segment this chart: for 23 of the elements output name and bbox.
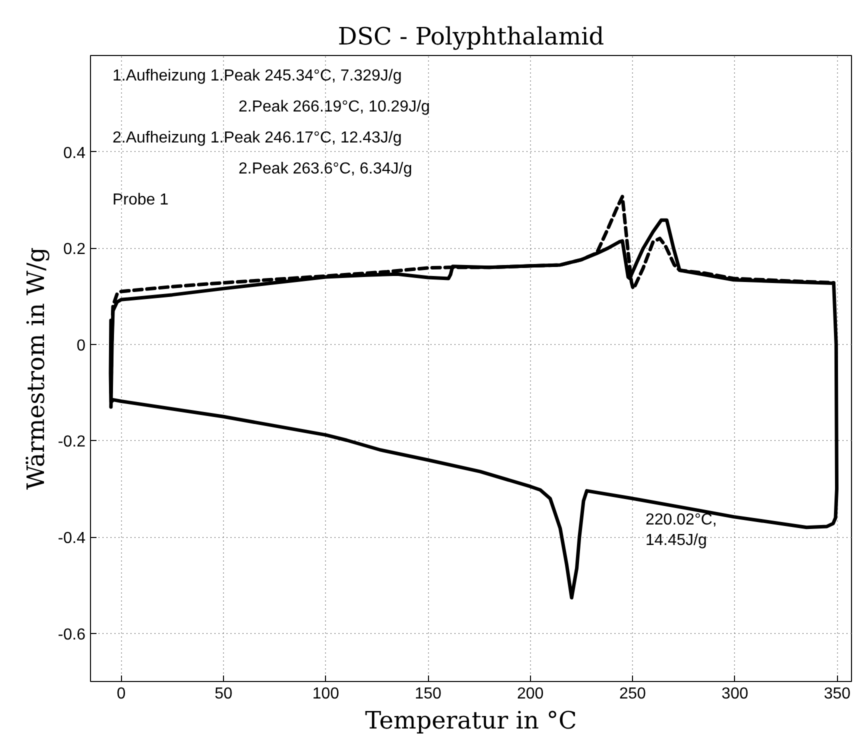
x-tick-label: 250 [619, 686, 646, 702]
x-tick-label: 50 [214, 686, 232, 702]
x-tick-label: 350 [824, 686, 851, 702]
x-tick-label: 200 [516, 686, 544, 702]
x-tick-label: 300 [722, 686, 748, 702]
chart-title: DSC - Polyphthalamid [338, 22, 604, 50]
x-tick-label: 0 [116, 686, 126, 702]
y-tick-label: -0.6 [58, 626, 86, 644]
annotation: 2.Aufheizung 1.Peak 246.17°C, 12.43J/g [112, 130, 402, 146]
annotation: 2.Peak 263.6°C, 6.34J/g [238, 160, 412, 178]
y-tick-label: 0.4 [63, 144, 86, 162]
annotation: 220.02°C, 14.45J/g [646, 512, 717, 549]
y-tick-label: 0 [76, 337, 86, 354]
x-axis-title: Temperatur in °C [365, 706, 577, 734]
annotation: 1.Aufheizung 1.Peak 245.34°C, 7.329J/g [112, 68, 402, 84]
x-tick-label: 150 [414, 686, 442, 702]
y-tick-label: 0.2 [63, 241, 86, 258]
x-tick-label: 100 [312, 686, 340, 702]
y-tick-label: -0.4 [58, 530, 86, 548]
y-tick-label: -0.2 [58, 434, 86, 451]
annotation: 2.Peak 266.19°C, 10.29J/g [238, 98, 430, 116]
annotation: Probe 1 [112, 192, 169, 208]
y-axis-title: Wärmestrom in W/g [22, 247, 50, 490]
